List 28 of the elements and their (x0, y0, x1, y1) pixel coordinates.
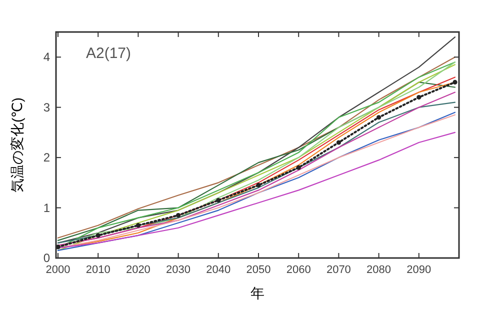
point (136, 223, 141, 228)
x-tick-label: 2040 (206, 264, 231, 276)
x-tick-label: 2050 (246, 264, 271, 276)
point (216, 198, 221, 203)
x-tick-label: 2080 (366, 264, 392, 276)
point (176, 213, 181, 218)
annotation: A2(17) (86, 45, 132, 62)
point (416, 94, 422, 100)
point (256, 182, 261, 188)
x-tick-label: 2020 (126, 264, 150, 276)
x-axis-title: 年 (250, 285, 264, 301)
x-tick-label: 2090 (406, 264, 432, 276)
y-tick-label: 3 (43, 100, 50, 114)
x-tick-label: 2070 (326, 264, 351, 276)
point (452, 80, 458, 85)
point (96, 233, 100, 238)
x-tick-label: 2060 (286, 264, 311, 276)
point (376, 115, 382, 120)
y-tick-label: 1 (43, 200, 50, 215)
point (296, 165, 301, 170)
y-tick-label: 0 (43, 251, 50, 265)
y-tick-label: 2 (43, 150, 50, 165)
x-tick-label: 2030 (166, 264, 191, 276)
x-tick-label: 2000 (46, 264, 70, 276)
y-axis-title: 気温の変化(℃) (9, 97, 25, 193)
x-tick-label: 2010 (86, 264, 110, 276)
y-tick-label: 4 (43, 50, 50, 64)
point (336, 140, 341, 145)
